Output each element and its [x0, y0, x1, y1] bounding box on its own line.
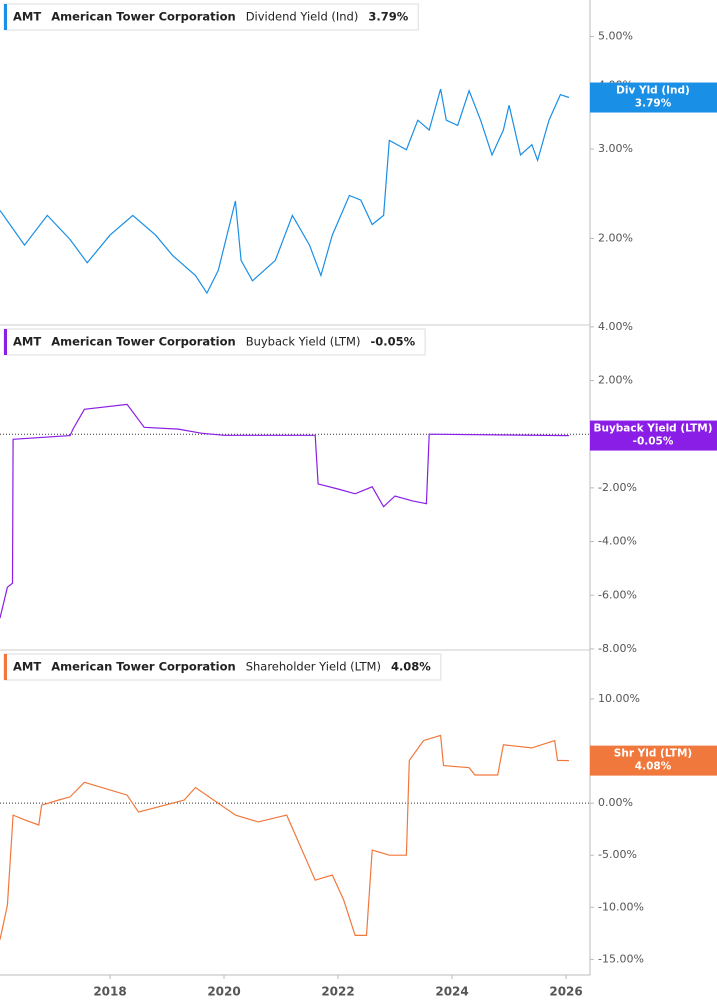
y-tick-label: 2.00% — [598, 374, 633, 387]
last-value-tag: Buyback Yield (LTM)-0.05% — [590, 420, 717, 451]
series-line — [0, 734, 569, 940]
y-tick-label: 3.00% — [598, 142, 633, 155]
legend-label: Buyback Yield (LTM) — [246, 335, 361, 349]
tag-value: 4.08% — [635, 761, 672, 773]
tag-value: 3.79% — [635, 98, 672, 110]
legend-swatch — [4, 4, 7, 30]
ticker: AMT — [13, 335, 41, 349]
y-tick-label: 0.00% — [598, 796, 633, 809]
last-value-box — [590, 745, 717, 776]
company-name: American Tower Corporation — [51, 660, 235, 674]
y-tick-label: -2.00% — [598, 481, 637, 494]
current-value: 3.79% — [368, 10, 408, 24]
tag-label: Buyback Yield (LTM) — [593, 423, 712, 435]
last-value-tag: Shr Yld (LTM)4.08% — [590, 745, 717, 776]
legend-bg — [3, 328, 426, 356]
current-value: 4.08% — [391, 660, 431, 674]
legend-swatch — [4, 654, 7, 680]
legend-bg — [3, 3, 419, 31]
legend-box: AMT American Tower Corporation Buyback Yie… — [3, 328, 426, 356]
y-tick-label: -8.00% — [598, 642, 637, 655]
tag-label: Shr Yld (LTM) — [614, 748, 692, 760]
x-tick-label: 2020 — [207, 985, 240, 999]
y-tick-label: 2.00% — [598, 231, 633, 244]
ticker: AMT — [13, 10, 41, 24]
current-value: -0.05% — [370, 335, 415, 349]
y-tick-label: 10.00% — [598, 692, 640, 705]
legend-label: Shareholder Yield (LTM) — [246, 660, 381, 674]
y-tick-label: -4.00% — [598, 535, 637, 548]
series-line — [0, 88, 570, 295]
x-tick-label: 2018 — [93, 985, 126, 999]
x-tick-label: 2024 — [435, 985, 468, 999]
legend-box: AMT American Tower Corporation Shareholder… — [3, 653, 442, 681]
legend-label: Dividend Yield (Ind) — [246, 10, 359, 24]
y-tick-label: -6.00% — [598, 588, 637, 601]
y-tick-label: -5.00% — [598, 848, 637, 861]
company-name: American Tower Corporation — [51, 335, 235, 349]
y-tick-label: -10.00% — [598, 900, 644, 913]
last-value-tag: Div Yld (Ind)3.79% — [590, 82, 717, 113]
last-value-box — [590, 420, 717, 451]
x-tick-label: 2026 — [549, 985, 582, 999]
last-value-box — [590, 82, 717, 113]
y-tick-label: 4.00% — [598, 320, 633, 333]
ticker: AMT — [13, 660, 41, 674]
series-line — [0, 403, 569, 619]
company-name: American Tower Corporation — [51, 10, 235, 24]
tag-label: Div Yld (Ind) — [616, 85, 690, 97]
tag-value: -0.05% — [633, 436, 674, 448]
legend-swatch — [4, 329, 7, 355]
y-tick-label: 5.00% — [598, 29, 633, 42]
y-tick-label: -15.00% — [598, 952, 644, 965]
x-tick-label: 2022 — [321, 985, 354, 999]
legend-box: AMT American Tower Corporation Dividend Yi… — [3, 3, 419, 31]
